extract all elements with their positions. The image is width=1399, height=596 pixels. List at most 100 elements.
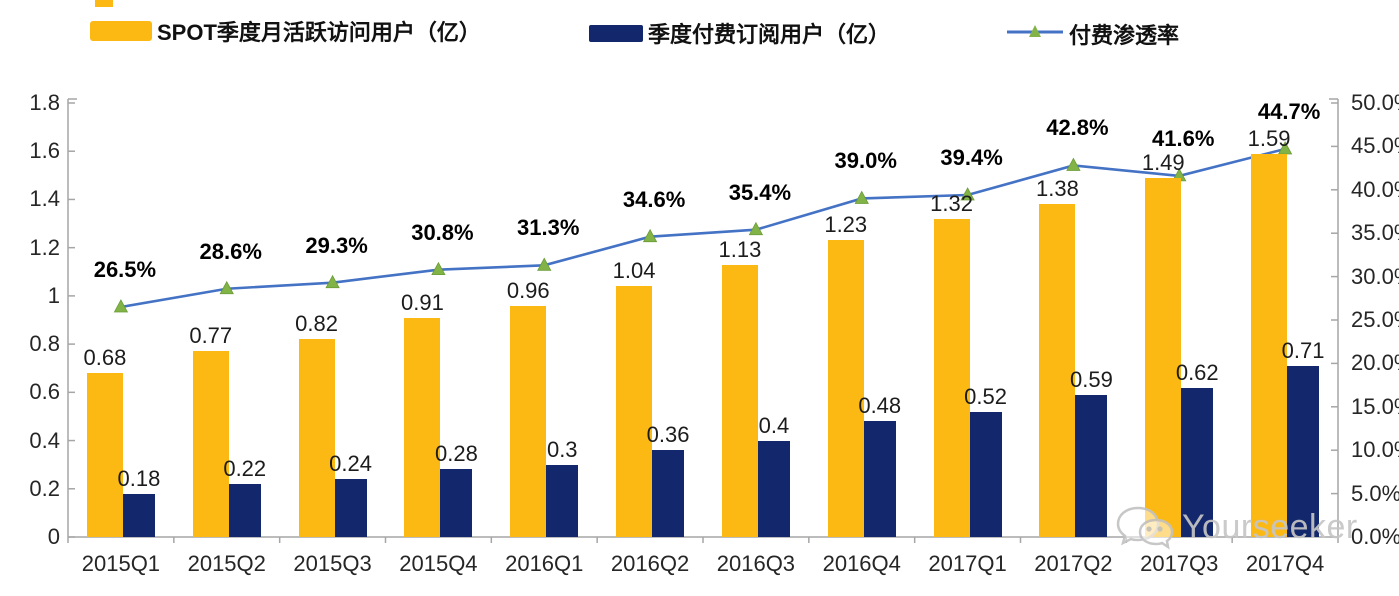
left-axis-tick-label: 1: [47, 282, 60, 308]
x-axis-category-label: 2016Q2: [610, 551, 690, 576]
subs-value-label: 0.48: [858, 393, 902, 419]
penetration-value-label: 39.4%: [940, 145, 1003, 170]
penetration-line-swatch: [1006, 23, 1064, 46]
subs-value-label: 0.28: [434, 441, 478, 467]
legend-label-penetration: 付费渗透率: [1069, 23, 1180, 48]
subs-bar: [863, 421, 896, 537]
x-axis-category-label: 2017Q2: [1034, 551, 1113, 576]
mau-value-label: 0.91: [400, 289, 444, 315]
right-axis-tick-label: 45.0%: [1351, 133, 1399, 159]
right-axis-tick-label: 15.0%: [1351, 393, 1399, 419]
watermark-text: Yourseeker: [1182, 507, 1358, 546]
mau-bar: [404, 317, 441, 537]
penetration-marker: [1066, 157, 1081, 171]
mau-value-label: 0.77: [189, 323, 233, 349]
left-axis-tick-label: 0.4: [29, 427, 60, 453]
subs-value-label: 0.3: [546, 436, 578, 462]
penetration-value-label: 28.6%: [199, 238, 262, 264]
penetration-value-label: 29.3%: [305, 232, 368, 258]
legend-item-penetration: 付费渗透率: [1006, 18, 1179, 50]
penetration-marker: [431, 261, 446, 276]
mau-value-label: 1.49: [1141, 149, 1185, 175]
right-axis-tick-label: 10.0%: [1351, 437, 1399, 463]
watermark: Yourseeker: [1112, 500, 1358, 554]
penetration-value-label: 35.4%: [728, 179, 792, 205]
penetration-value-label: 39.0%: [834, 148, 897, 174]
mau-value-label: 0.96: [506, 277, 550, 303]
left-axis-tick-label: 1.2: [29, 234, 60, 260]
mau-value-label: 0.68: [83, 345, 127, 371]
subs-bar: [757, 440, 790, 537]
subs-value-label: 0.59: [1069, 366, 1113, 392]
subs-bar: [440, 469, 473, 537]
subs-bar: [546, 464, 579, 537]
penetration-value-label: 26.5%: [93, 256, 157, 282]
x-axis-category-label: 2015Q1: [81, 551, 161, 576]
mau-value-label: 1.23: [824, 212, 868, 238]
mau-bar: [86, 373, 123, 537]
right-axis-tick-label: 5.0%: [1351, 480, 1399, 506]
subs-value-label: 0.62: [1175, 359, 1219, 385]
right-axis-tick-label: 30.0%: [1351, 263, 1399, 289]
mau-bar-swatch: [90, 21, 152, 41]
subs-bar: [334, 479, 367, 537]
mau-bar: [1039, 204, 1076, 537]
subs-value-label: 0.22: [223, 455, 267, 481]
penetration-line: [120, 147, 1286, 309]
mau-value-label: 1.13: [718, 236, 762, 262]
subs-value-label: 0.18: [117, 465, 161, 491]
subs-bar: [1075, 394, 1108, 537]
left-axis-tick-label: 1.6: [29, 138, 60, 164]
subs-bar: [1181, 387, 1214, 537]
right-axis-tick-label: 50.0%: [1351, 90, 1399, 115]
mau-bar: [1145, 177, 1182, 537]
right-axis-tick-label: 20.0%: [1351, 350, 1399, 376]
subs-value-label: 0.24: [329, 451, 372, 477]
left-axis-tick-label: 0.6: [29, 379, 60, 405]
penetration-value-label: 31.3%: [517, 215, 580, 241]
x-axis-category-label: 2015Q4: [399, 551, 478, 576]
mau-value-label: 1.59: [1247, 125, 1291, 151]
right-axis-tick-label: 35.0%: [1351, 220, 1399, 246]
right-axis-tick-label: 25.0%: [1351, 307, 1399, 332]
chart-legend: SPOT季度月活跃访问用户（亿） 季度付费订阅用户（亿） 付费渗透率: [0, 0, 1399, 60]
mau-bar: [510, 305, 547, 537]
left-axis-tick-label: 0.8: [29, 331, 60, 357]
penetration-marker: [960, 187, 975, 201]
left-axis-tick-label: 0: [47, 524, 60, 549]
penetration-marker: [113, 299, 129, 313]
penetration-value-label: 30.8%: [411, 219, 474, 245]
penetration-marker: [537, 257, 552, 271]
legend-item-mau: SPOT季度月活跃访问用户（亿）: [90, 15, 481, 47]
line-marker-icon: [1007, 24, 1063, 37]
subs-value-label: 0.71: [1281, 337, 1325, 363]
penetration-value-label: 42.8%: [1046, 115, 1109, 141]
right-axis-tick-label: 40.0%: [1351, 176, 1399, 202]
mau-bar: [192, 351, 229, 537]
penetration-value-label: 34.6%: [622, 186, 686, 212]
mau-bar: [616, 286, 653, 537]
mau-bar: [1251, 153, 1288, 537]
penetration-marker: [325, 274, 340, 289]
penetration-marker: [219, 280, 234, 295]
mau-bar: [933, 218, 970, 537]
x-axis-category-label: 2017Q4: [1245, 551, 1325, 576]
wechat-icon: [1116, 506, 1174, 550]
x-axis-category-label: 2015Q3: [293, 551, 372, 576]
cropped-yellow-artifact: [95, 0, 113, 7]
subs-value-label: 0.4: [758, 412, 790, 438]
penetration-value-label: 41.6%: [1152, 125, 1215, 151]
mau-value-label: 1.38: [1035, 176, 1079, 202]
x-axis-category-label: 2017Q1: [928, 551, 1007, 576]
left-axis-tick-label: 1.8: [29, 90, 60, 115]
penetration-marker: [748, 221, 764, 236]
subs-bar: [122, 493, 155, 537]
left-axis-tick-label: 1.4: [29, 186, 60, 212]
right-axis-tick-label: 0.0%: [1351, 524, 1399, 549]
subs-bar: [228, 483, 261, 537]
legend-item-subs: 季度付费订阅用户（亿）: [589, 17, 890, 49]
left-axis-tick-label: 0.2: [29, 475, 60, 501]
x-axis-category-label: 2016Q4: [822, 551, 901, 576]
x-axis-category-label: 2016Q3: [716, 551, 796, 576]
